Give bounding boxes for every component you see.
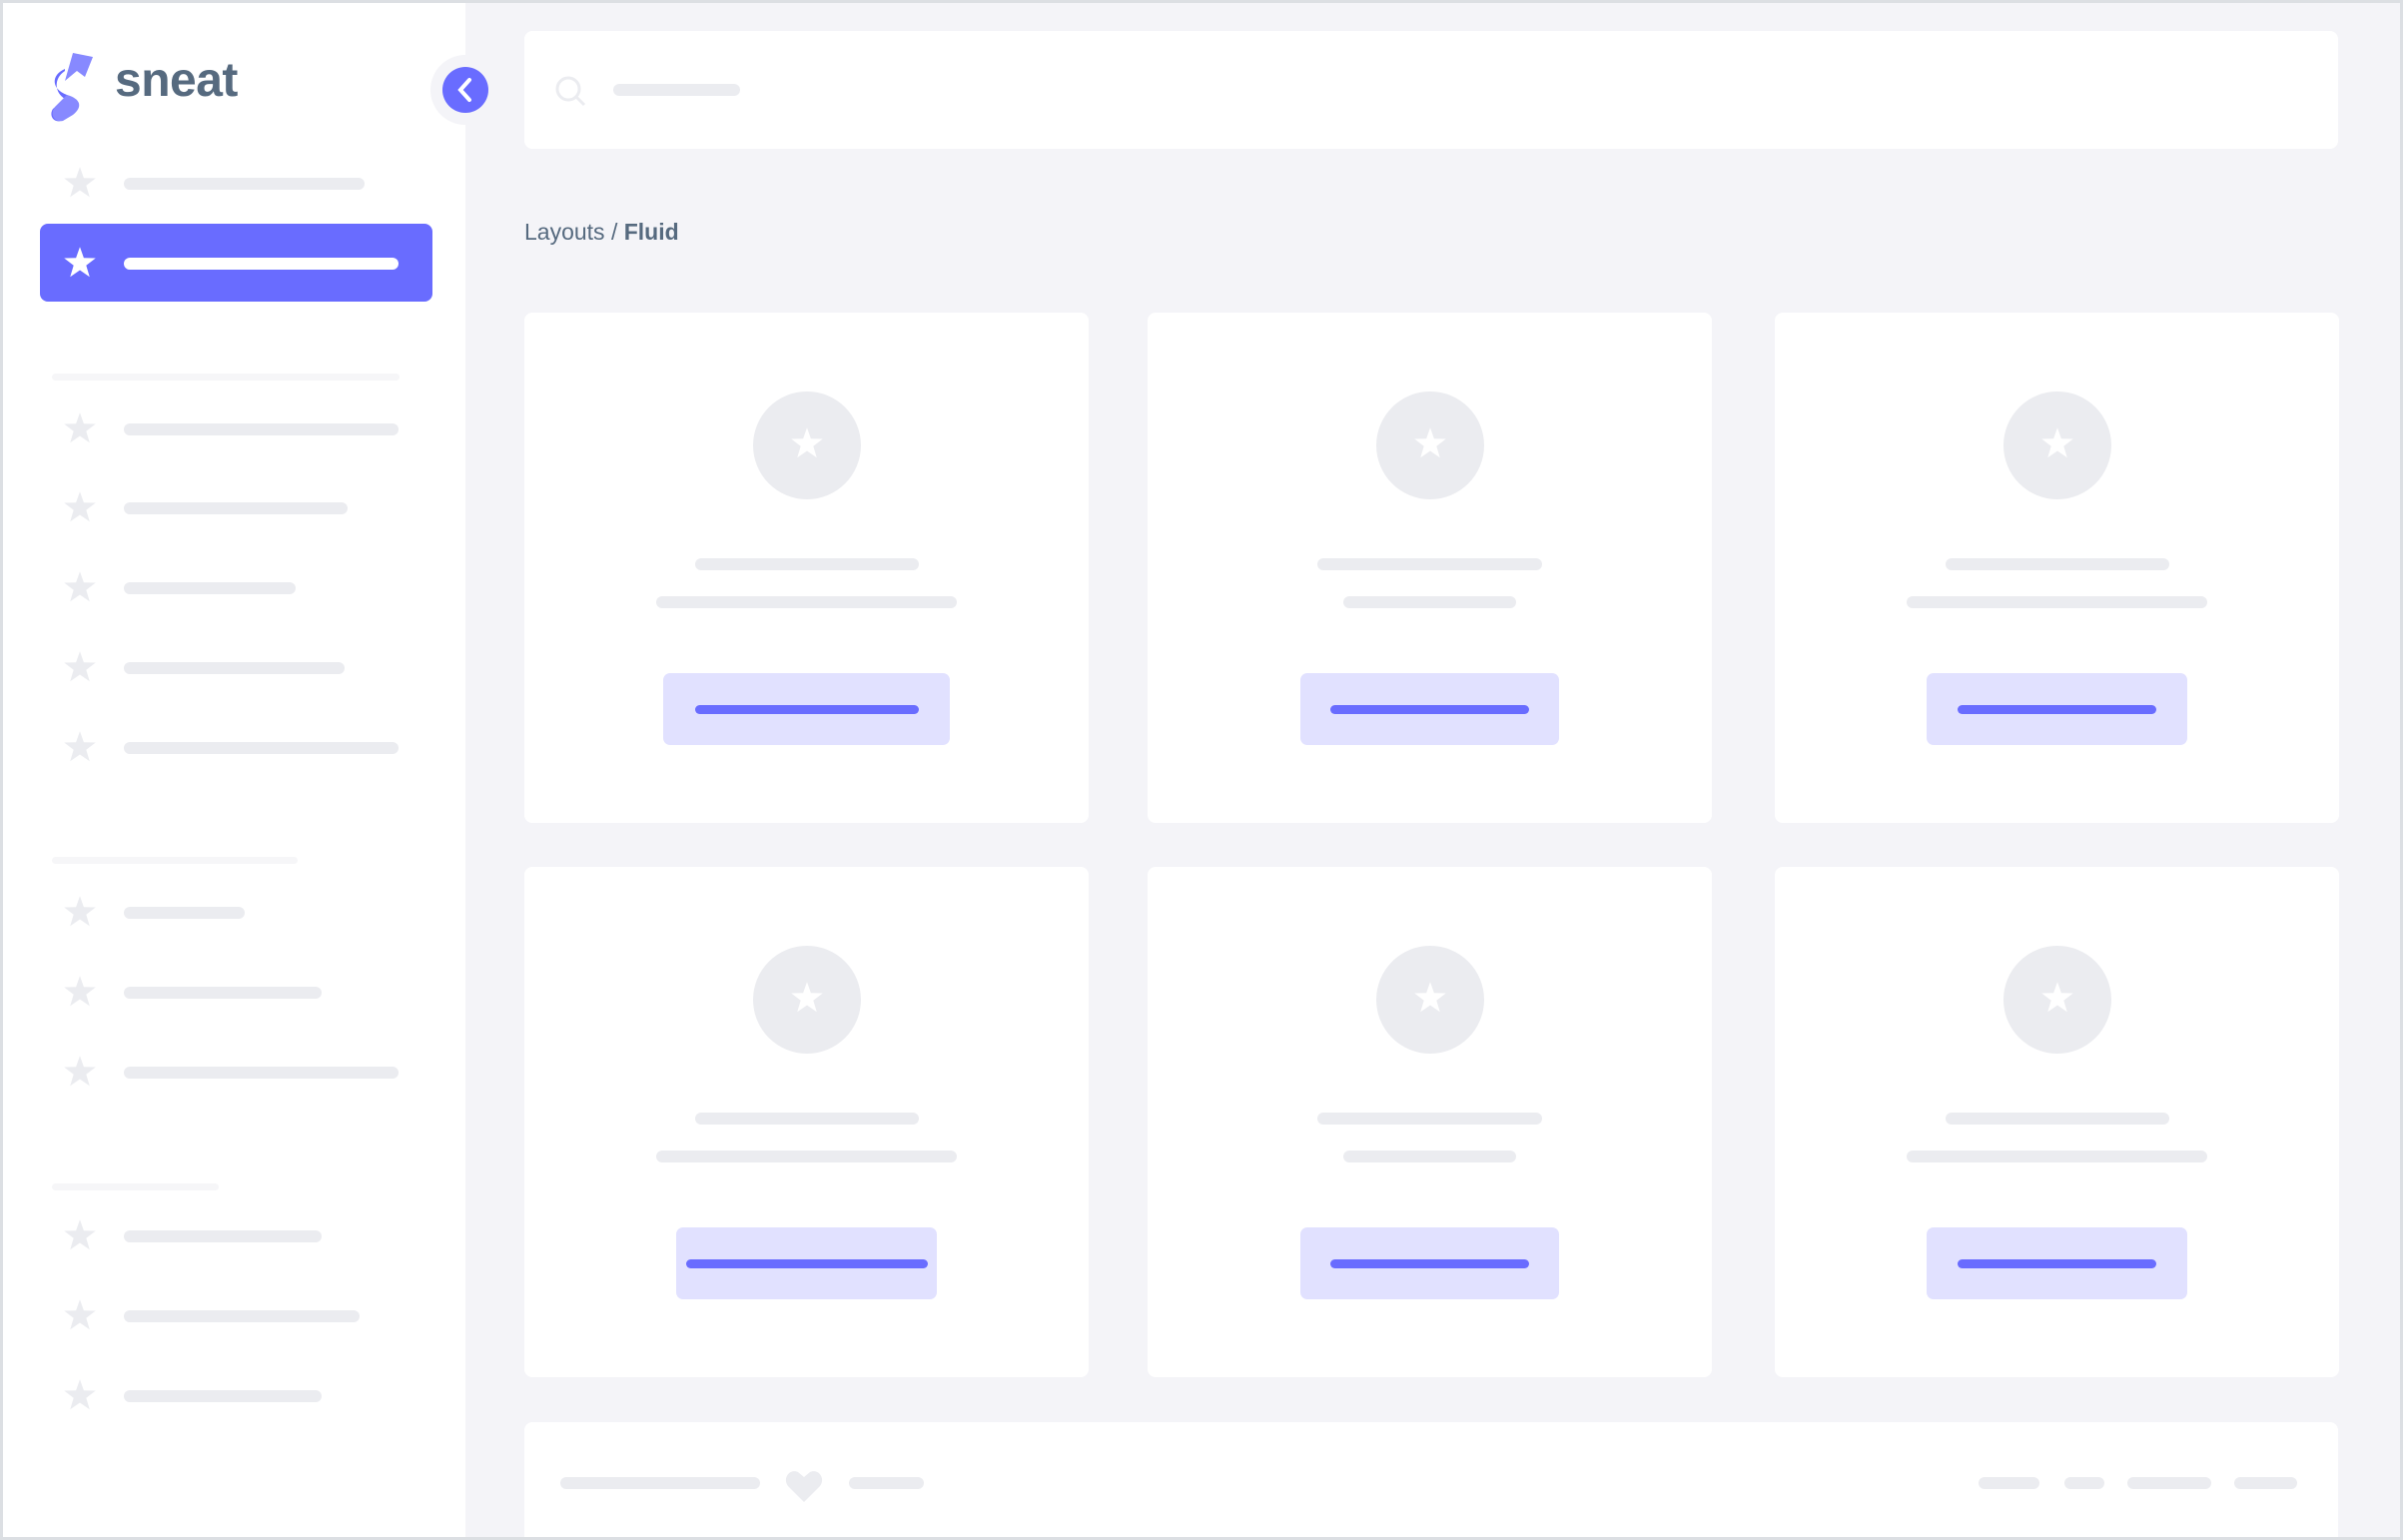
star-icon [789,980,825,1021]
sidebar-section-divider [52,374,400,381]
sidebar-item[interactable] [124,423,399,435]
sidebar-item[interactable] [124,1067,399,1079]
card-button[interactable] [1300,673,1559,745]
sidebar-item[interactable] [124,582,296,594]
star-icon [1412,980,1448,1021]
sidebar-item[interactable] [124,907,245,919]
sidebar-item[interactable] [124,742,399,754]
card-button-label [1330,705,1529,714]
breadcrumb: Layouts / Fluid [524,219,679,246]
card-icon-circle [752,946,861,1054]
card-title [1945,1113,2169,1125]
sidebar-item[interactable] [124,662,345,674]
sidebar-item[interactable] [124,502,348,514]
card-title [694,558,919,570]
card-icon-circle [752,391,861,499]
card-title [1317,1113,1542,1125]
star-icon [2039,425,2075,466]
star-icon [1412,425,1448,466]
footer-link[interactable] [2234,1477,2297,1489]
card-text [1907,596,2207,608]
card-text [1343,1151,1516,1162]
card [524,867,1089,1377]
card-title [1317,558,1542,570]
sidebar-section-divider [52,857,298,864]
card-button-label [1958,1259,2156,1268]
star-icon [62,569,98,605]
chevron-left-icon [457,78,471,102]
card-button-label [685,1259,928,1268]
search-input[interactable] [613,84,740,96]
star-icon [2039,980,2075,1021]
card-button-label [1958,705,2156,714]
star-icon [62,1377,98,1413]
sidebar-item[interactable] [124,987,322,999]
star-icon [62,894,98,930]
card [524,313,1089,823]
card-icon-circle [1375,946,1484,1054]
sidebar: sneat [3,3,465,1537]
card [1775,867,2339,1377]
star-icon [62,410,98,446]
star-icon [62,649,98,685]
card [1148,867,1712,1377]
star-icon [62,729,98,765]
star-icon [789,425,825,466]
collapse-sidebar-button[interactable] [442,67,488,113]
card-button[interactable] [676,1227,937,1299]
card-button-label [1330,1259,1529,1268]
card-text [1343,596,1516,608]
star-icon [62,1054,98,1090]
card-button[interactable] [663,673,950,745]
breadcrumb-current: Fluid [623,219,679,245]
footer-link[interactable] [849,1477,924,1489]
star-icon [62,1217,98,1253]
card-icon-circle [2002,946,2111,1054]
card-button[interactable] [1927,673,2187,745]
card-icon-circle [2002,391,2111,499]
breadcrumb-parent[interactable]: Layouts [524,219,605,245]
card-button[interactable] [1300,1227,1559,1299]
card-title [694,1113,919,1125]
sidebar-item[interactable] [124,1310,360,1322]
top-navbar [524,31,2338,149]
star-icon [62,489,98,525]
heart-icon [785,1471,823,1502]
footer-link[interactable] [2064,1477,2104,1489]
sidebar-section-divider [52,1183,219,1190]
star-icon [62,1297,98,1333]
card-icon-circle [1375,391,1484,499]
sneat-logo-icon [51,53,93,122]
card-text [1907,1151,2207,1162]
card [1148,313,1712,823]
sidebar-item[interactable] [124,1230,322,1242]
sidebar-item[interactable] [124,258,399,270]
star-icon [62,245,98,281]
footer [524,1422,2338,1537]
breadcrumb-separator: / [604,219,624,245]
card-button[interactable] [1927,1227,2187,1299]
search-icon[interactable] [554,75,588,109]
footer-text [560,1477,760,1489]
sidebar-item[interactable] [124,1390,322,1402]
card-button-label [694,705,919,714]
card-title [1945,558,2169,570]
footer-link[interactable] [2127,1477,2211,1489]
card-text [656,1151,957,1162]
card-text [656,596,957,608]
star-icon [62,974,98,1010]
star-icon [62,165,98,201]
card [1775,313,2339,823]
footer-link[interactable] [1979,1477,2039,1489]
brand-name: sneat [115,54,238,107]
sidebar-item[interactable] [124,178,365,190]
